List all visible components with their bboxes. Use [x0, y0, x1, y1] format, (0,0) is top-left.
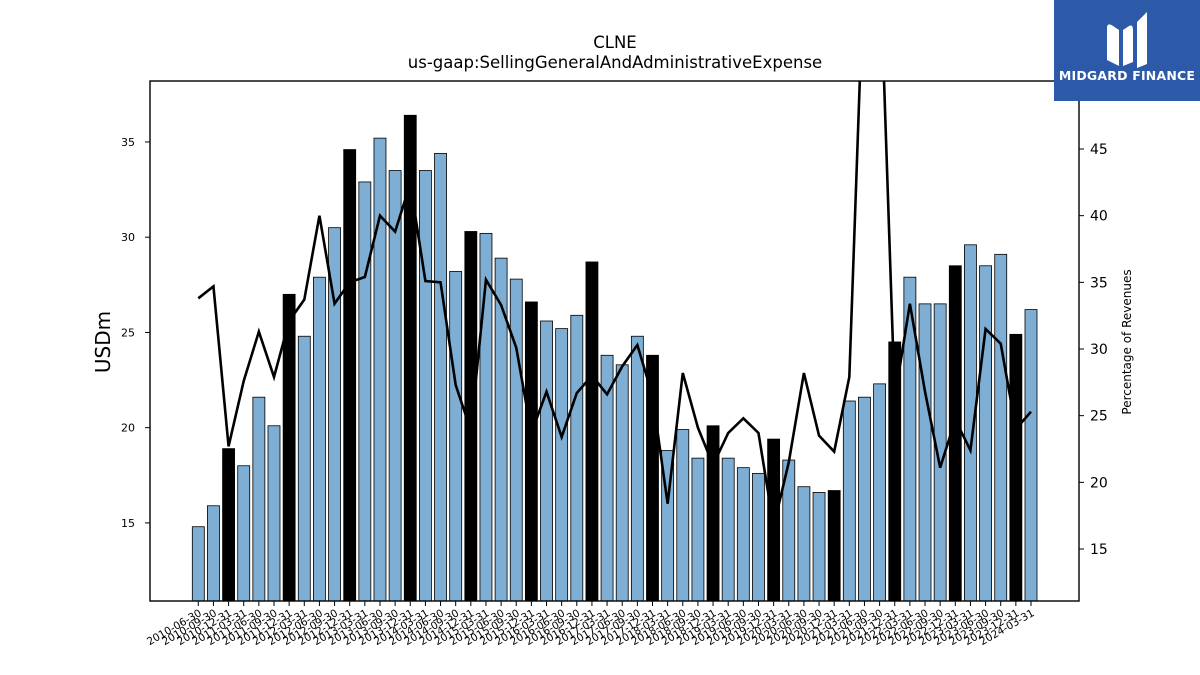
- bar-2011-09-30: [267, 425, 281, 602]
- bar-2016-06-30: [555, 328, 569, 602]
- line-group: [197, 81, 1032, 527]
- bar-2023-06-30: [979, 265, 992, 602]
- bar-2023-09-30: [994, 253, 1008, 602]
- bar-2012-12-31: [343, 149, 357, 602]
- bar-2020-09-30: [812, 492, 826, 602]
- bar-2016-12-31: [585, 261, 599, 602]
- chart-subtitle: us-gaap:SellingGeneralAndAdministrativeE…: [408, 53, 822, 72]
- bar-group: [191, 114, 1038, 602]
- bar-2017-09-30: [630, 335, 644, 602]
- bar-2012-03-31: [297, 335, 311, 602]
- brand-name: MIDGARD FINANCE: [1058, 68, 1196, 83]
- bar-2019-06-30: [736, 467, 750, 602]
- plot-frame: [149, 80, 1080, 602]
- bar-2013-06-30: [373, 137, 387, 602]
- bar-2010-06-30: [191, 526, 205, 602]
- bar-2015-06-30: [494, 257, 508, 602]
- bar-2010-12-31: [222, 448, 235, 602]
- y2-tick-label: 30: [1090, 342, 1108, 358]
- bar-2019-09-30: [752, 472, 765, 602]
- bar-2024-03-31: [1024, 309, 1038, 602]
- bar-2020-06-30: [797, 486, 811, 602]
- bar-2021-06-30: [858, 396, 871, 602]
- y-tick-label: 25: [121, 326, 135, 339]
- bar-2015-09-30: [509, 278, 523, 602]
- bar-2023-12-31: [1009, 333, 1023, 602]
- y-tick-label: 30: [121, 231, 135, 244]
- bar-2018-06-30: [676, 429, 690, 602]
- bar-2013-09-30: [388, 170, 402, 602]
- bar-2017-06-30: [615, 364, 629, 602]
- bar-2018-09-30: [691, 457, 705, 602]
- bar-2016-09-30: [570, 314, 584, 602]
- y-tick-label: 35: [121, 136, 135, 149]
- bar-2022-06-30: [918, 303, 932, 602]
- y-axis-label: USDm: [91, 311, 115, 373]
- bar-2016-03-31: [540, 320, 553, 602]
- chart-title: CLNE: [593, 33, 636, 52]
- bar-2014-09-30: [449, 271, 463, 602]
- logo-mark-icon: [1107, 12, 1147, 68]
- y2-tick-label: 15: [1090, 542, 1108, 558]
- bar-2021-09-30: [873, 383, 886, 602]
- y2-tick-label: 20: [1090, 475, 1108, 491]
- bar-2020-12-31: [827, 490, 841, 602]
- y2-tick-label: 40: [1090, 209, 1108, 225]
- y-tick-label: 15: [121, 517, 135, 530]
- bar-2013-03-31: [358, 181, 372, 602]
- y2-axis-label: Percentage of Revenues: [1120, 269, 1134, 414]
- bar-2014-06-30: [434, 152, 447, 602]
- bar-2014-03-31: [418, 170, 432, 602]
- y2-tick-label: 45: [1090, 142, 1108, 158]
- bar-2019-03-31: [721, 457, 735, 602]
- bar-2021-03-31: [842, 400, 856, 602]
- bar-2010-09-30: [207, 505, 220, 602]
- bar-2012-06-30: [313, 276, 326, 602]
- series-line: [197, 81, 1032, 527]
- y-tick-label: 20: [121, 422, 135, 435]
- bar-2011-03-31: [237, 465, 251, 602]
- y2-tick-label: 25: [1090, 409, 1108, 425]
- y2-tick-label: 35: [1090, 275, 1108, 291]
- brand-logo: MIDGARD FINANCE: [1054, 0, 1200, 101]
- bar-2011-06-30: [252, 396, 266, 602]
- axes: 1520253035152025303540452010-06-302010-0…: [121, 80, 1108, 648]
- bar-2015-12-31: [524, 301, 538, 602]
